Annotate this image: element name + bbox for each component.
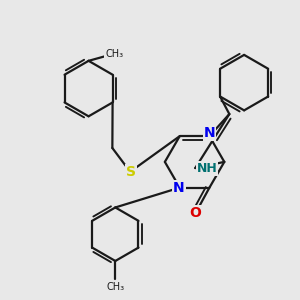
Text: N: N <box>173 181 184 195</box>
Text: CH₃: CH₃ <box>105 49 123 59</box>
Text: CH₃: CH₃ <box>106 282 124 292</box>
Text: O: O <box>190 206 202 220</box>
Text: N: N <box>204 126 215 140</box>
Text: NH: NH <box>197 162 218 175</box>
Text: S: S <box>126 165 136 179</box>
